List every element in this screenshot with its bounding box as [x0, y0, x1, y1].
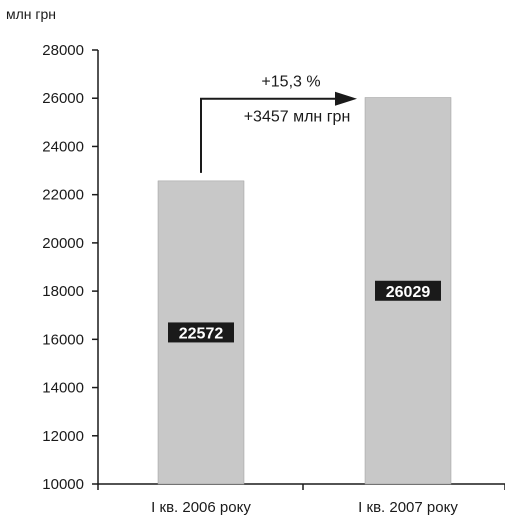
y-tick-label: 28000 [42, 42, 84, 59]
y-tick-label: 26000 [42, 90, 84, 107]
y-axis-unit-label: млн грн [6, 6, 57, 22]
y-tick-label: 10000 [42, 476, 84, 493]
data-label-background [375, 280, 441, 301]
y-tick-label: 16000 [42, 331, 84, 348]
change-arrow-head [335, 91, 357, 106]
y-tick-label: 18000 [42, 283, 84, 300]
y-tick-label: 14000 [42, 380, 84, 397]
data-label: 26029 [386, 284, 431, 301]
x-category-label: І кв. 2007 року [358, 499, 458, 516]
data-labels: 22572 26029 [168, 280, 441, 343]
y-tick-label: 22000 [42, 187, 84, 204]
change-annotation: +15,3 % +3457 млн грн [200, 74, 357, 173]
x-category-label: І кв. 2006 року [151, 499, 251, 516]
data-label-background [168, 322, 234, 343]
y-tick-label: 20000 [42, 235, 84, 252]
absolute-change-label: +3457 млн грн [244, 109, 351, 126]
axes: 10000 12000 14000 16000 18000 20000 22000 24000… [42, 42, 505, 516]
percent-change-label: +15,3 % [261, 74, 320, 91]
y-tick-label: 24000 [42, 138, 84, 155]
data-label: 22572 [179, 325, 224, 342]
y-tick-label: 12000 [42, 428, 84, 445]
change-arrow-line [200, 97, 343, 173]
